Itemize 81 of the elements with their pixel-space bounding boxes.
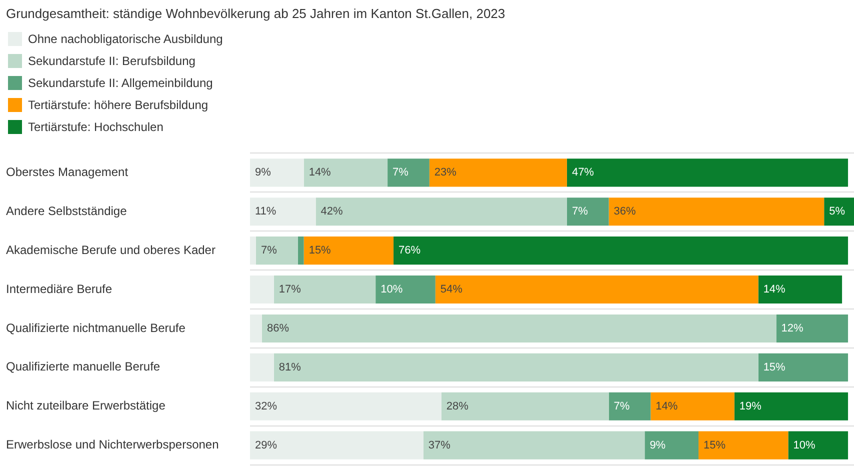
data-label: 10% <box>380 284 403 296</box>
data-label: 15% <box>763 361 786 374</box>
bar <box>788 431 848 460</box>
legend-label: Ohne nachobligatorische Ausbildung <box>28 32 223 46</box>
legend-label: Sekundarstufe II: Berufsbildung <box>28 54 196 68</box>
bar <box>262 314 776 342</box>
data-label: 7% <box>572 206 588 218</box>
data-label: 32% <box>255 400 278 412</box>
chart-title: Grundgesamtheit: ständige Wohnbevölkerung ab 25 Jahren im Kanton St.Gallen, 2023 <box>5 5 506 23</box>
bar <box>388 158 430 187</box>
bar <box>250 198 316 226</box>
bar <box>250 431 424 460</box>
y-tick-label: Akademische Berufe und oberes Kader <box>6 242 216 257</box>
data-label: 54% <box>440 284 463 296</box>
y-tick-label: Qualifizierte manuelle Berufe <box>6 360 160 374</box>
bar <box>316 198 567 226</box>
data-label: 10% <box>793 439 816 452</box>
y-tick-label: Qualifizierte nichtmanuelle Berufe <box>6 320 186 335</box>
data-label: 47% <box>572 166 594 179</box>
data-label: 86% <box>266 322 290 335</box>
y-tick-label: Nicht zuteilbare Erwerbstätige <box>6 398 166 413</box>
data-label: 15% <box>704 439 726 452</box>
bar <box>824 198 854 226</box>
bar <box>758 353 848 382</box>
bar <box>250 353 274 382</box>
data-label: 28% <box>446 400 469 412</box>
bar <box>250 276 274 304</box>
data-label: 36% <box>614 206 636 218</box>
data-label: 14% <box>763 284 786 296</box>
bar <box>250 236 256 265</box>
bar <box>274 276 376 304</box>
bar <box>608 392 651 420</box>
y-tick-label: Intermediäre Berufe <box>6 282 112 296</box>
data-label: 14% <box>656 400 678 412</box>
bar <box>698 431 788 460</box>
bar <box>608 198 824 226</box>
data-label: 19% <box>739 400 762 412</box>
data-label: 14% <box>308 166 332 179</box>
legend-label: Tertiärstufe: Hochschulen <box>28 120 164 134</box>
data-label: 42% <box>320 206 344 218</box>
data-label: 37% <box>428 439 451 452</box>
bar <box>304 236 394 265</box>
data-label: 5% <box>829 206 846 218</box>
bar <box>250 314 262 342</box>
data-label: 11% <box>255 206 276 218</box>
bar <box>566 198 609 226</box>
bar <box>644 431 699 460</box>
y-tick-label: Erwerbslose und Nichterwerbspersonen <box>6 438 219 452</box>
bar <box>250 392 442 420</box>
data-label: 29% <box>255 439 278 452</box>
y-tick-label: Oberstes Management <box>6 164 129 179</box>
bar <box>376 276 436 304</box>
bar <box>650 392 734 420</box>
bar <box>566 158 848 187</box>
data-label: 17% <box>278 284 302 296</box>
bar <box>429 158 567 187</box>
y-tick-label: Andere Selbstständige <box>6 204 128 218</box>
bar <box>758 276 842 304</box>
bar <box>734 392 848 420</box>
bar <box>298 236 304 265</box>
data-label: 76% <box>398 244 421 257</box>
data-label: 15% <box>308 244 332 257</box>
data-label: 7% <box>614 400 630 412</box>
data-label: 9% <box>650 439 666 452</box>
bar <box>435 276 758 304</box>
data-label: 23% <box>434 166 457 179</box>
data-label: 81% <box>278 361 302 374</box>
bar <box>394 236 848 265</box>
bar <box>274 353 758 382</box>
data-label: 7% <box>260 244 278 257</box>
bar <box>441 392 609 420</box>
data-label: 9% <box>255 166 272 179</box>
data-label: 12% <box>781 322 804 335</box>
legend-label: Tertiärstufe: höhere Berufsbildung <box>28 98 208 112</box>
bar <box>250 158 304 187</box>
bar <box>776 314 848 342</box>
bar <box>256 236 298 265</box>
bar <box>423 431 645 460</box>
data-label: 7% <box>392 166 409 179</box>
legend-label: Sekundarstufe II: Allgemeinbildung <box>28 76 213 90</box>
bar <box>304 158 388 187</box>
